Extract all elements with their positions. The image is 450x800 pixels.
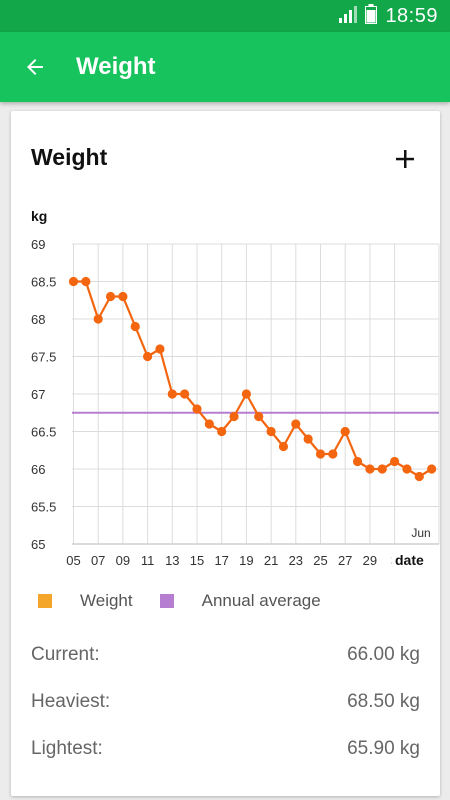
stat-row-heaviest: Heaviest: 68.50 kg	[31, 678, 420, 725]
stat-label-current: Current:	[31, 643, 100, 665]
y-axis-label: kg	[31, 208, 47, 224]
weight-point	[328, 449, 338, 459]
weight-point	[266, 426, 276, 437]
weight-point	[402, 464, 412, 474]
x-axis-label-bg	[392, 549, 428, 571]
weight-point	[68, 276, 79, 287]
weight-point	[352, 456, 363, 467]
x-tick-label: 17	[214, 553, 228, 568]
y-tick-label: 66.5	[31, 425, 56, 440]
status-bar: 18:59	[0, 0, 450, 32]
weight-point	[241, 389, 251, 399]
battery-icon	[365, 3, 378, 29]
weight-point	[204, 419, 214, 429]
status-icons: 18:59	[339, 0, 438, 32]
weight-stats: Current: 66.00 kg Heaviest: 68.50 kg Lig…	[31, 631, 420, 772]
y-tick-label: 65	[31, 537, 45, 552]
app-bar: Weight	[0, 32, 450, 102]
legend-label-annual-average: Annual average	[201, 591, 321, 610]
weight-point	[229, 411, 239, 422]
stat-value-current: 66.00 kg	[347, 643, 420, 665]
weight-point	[365, 464, 375, 474]
x-tick-label: 27	[338, 553, 352, 568]
stat-label-lightest: Lightest:	[31, 737, 103, 759]
weight-point	[130, 321, 140, 332]
card-title: Weight	[31, 144, 108, 170]
x-tick-label: 09	[116, 553, 130, 568]
plus-icon	[396, 150, 414, 168]
weight-point	[93, 314, 103, 324]
month-label: Jun	[411, 526, 430, 540]
chart-series	[68, 276, 439, 482]
legend-swatch-annual-average	[159, 594, 174, 608]
weight-point	[340, 426, 350, 437]
add-weight-button[interactable]	[389, 143, 421, 175]
weight-point	[192, 404, 202, 414]
weight-point	[105, 291, 116, 302]
weight-point	[217, 426, 227, 437]
stat-value-heaviest: 68.50 kg	[347, 690, 420, 712]
weight-point	[377, 464, 387, 474]
x-tick-label: 07	[91, 553, 105, 568]
x-tick-label: 29	[363, 553, 377, 568]
y-tick-label: 67.5	[31, 350, 56, 365]
weight-point	[155, 344, 165, 354]
signal-bars-icon	[339, 5, 358, 28]
weight-point	[278, 441, 289, 452]
chart-axes: 69 68.5 68 67.5 67 66.5 66 65.5 65 05 07 09 11 13 15 17…	[31, 208, 431, 571]
stat-label-heaviest: Heaviest:	[31, 690, 111, 712]
legend-label-weight: Weight	[80, 591, 133, 610]
weight-point	[180, 389, 190, 399]
weight-chart[interactable]: 69 68.5 68 67.5 67 66.5 66 65.5 65 05 07 09 11 13 15 17…	[11, 111, 440, 581]
x-tick-label: 13	[165, 553, 179, 568]
x-tick-label: 23	[289, 553, 303, 568]
arrow-back-icon	[27, 59, 43, 75]
weight-point	[167, 389, 177, 399]
weight-point	[118, 291, 128, 302]
stat-row-current: Current: 66.00 kg	[31, 631, 420, 678]
y-tick-label: 67	[31, 387, 45, 402]
weight-line	[73, 280, 433, 478]
x-axis-label: date	[395, 552, 424, 568]
weight-point	[291, 419, 301, 429]
weight-point	[315, 449, 326, 459]
x-tick-label: 05	[66, 553, 80, 568]
y-tick-label: 65.5	[31, 500, 56, 515]
app-bar-title: Weight	[76, 53, 156, 80]
legend-swatch-weight	[38, 594, 52, 608]
x-tick-label: 19	[239, 553, 253, 568]
chart-legend: Weight Annual average	[38, 591, 348, 611]
stat-row-lightest: Lightest: 65.90 kg	[31, 725, 420, 772]
weight-point	[427, 464, 437, 474]
y-tick-label: 69	[31, 237, 45, 252]
weight-point	[254, 411, 264, 422]
y-tick-label: 68	[31, 312, 45, 327]
weight-point	[414, 471, 424, 482]
weight-point	[81, 276, 91, 287]
x-tick-label: 15	[190, 553, 204, 568]
back-button[interactable]	[14, 46, 56, 88]
y-tick-label: 66	[31, 462, 45, 477]
x-tick-label: 11	[141, 553, 155, 568]
chart-grid	[72, 243, 440, 545]
weight-point	[390, 456, 400, 467]
weight-point	[143, 351, 153, 362]
y-tick-label: 68.5	[31, 275, 56, 290]
weight-point	[303, 434, 313, 444]
status-time: 18:59	[385, 4, 438, 27]
x-tick-label: 21	[264, 553, 278, 568]
weight-card: Weight 69 68.5 68 67.5 67 66.5 66 65.5 65 05 07 09 1…	[11, 111, 440, 796]
stat-value-lightest: 65.90 kg	[347, 737, 420, 759]
x-tick-label: 25	[313, 553, 327, 568]
